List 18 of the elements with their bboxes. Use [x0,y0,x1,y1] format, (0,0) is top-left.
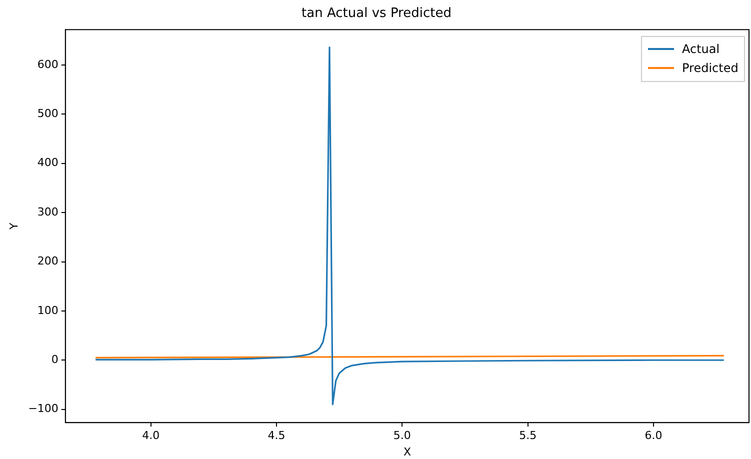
y-tick-label: 300 [37,205,58,218]
x-axis-title: X [403,445,412,458]
x-tick-label: 5.0 [393,429,411,442]
y-tick-label: 600 [37,58,58,71]
y-tick-label: 500 [37,107,58,120]
y-tick-label: 0 [51,352,58,366]
y-tick-label: 200 [37,254,58,268]
chart-title: tan Actual vs Predicted [302,6,452,22]
legend-label: Actual [682,40,720,58]
x-tick-label: 4.5 [268,429,286,442]
x-tick-label: 4.0 [142,429,160,442]
legend-label: Predicted [682,60,738,77]
y-tick-label: 400 [37,156,58,170]
y-tick-label: 100 [37,304,58,317]
y-axis-title: Y [7,222,20,230]
x-tick-label: 6.0 [644,429,662,442]
x-tick-label: 5.5 [519,429,537,442]
y-tick-label: −100 [28,402,58,416]
